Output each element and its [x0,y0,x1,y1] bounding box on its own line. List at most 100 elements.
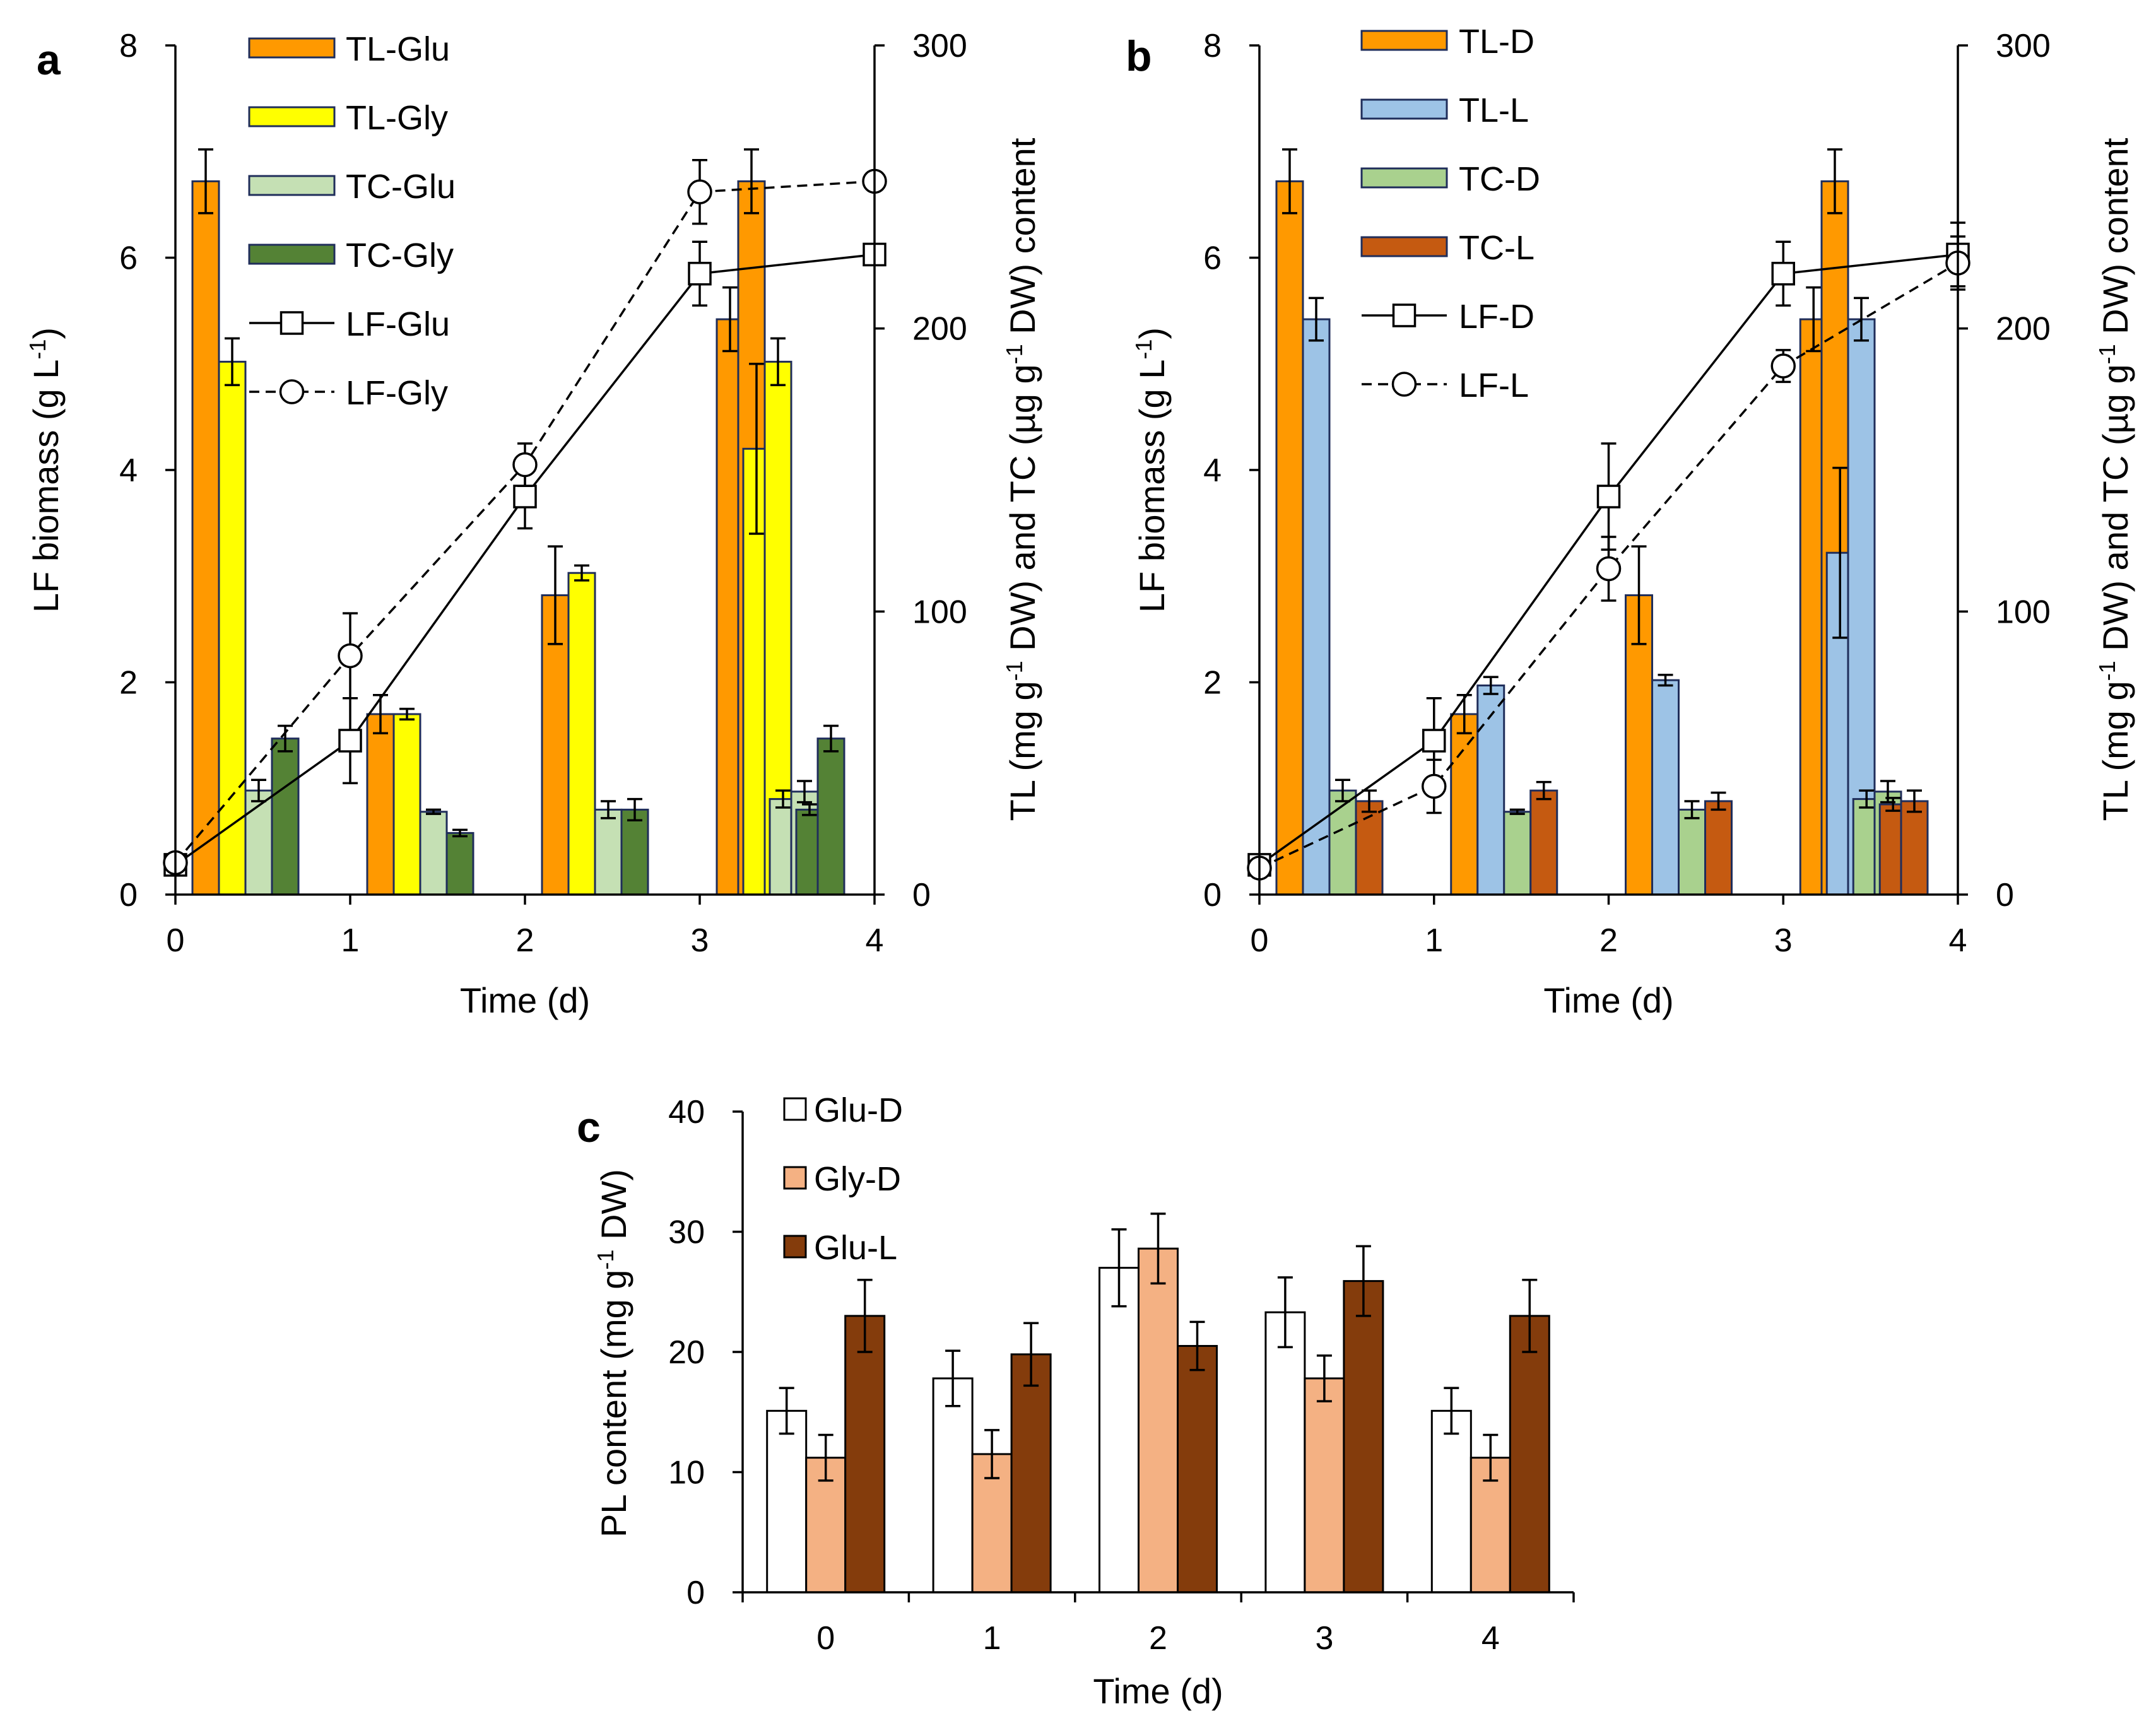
y-axis-label-right: TL (mg g-1 DW) and TC (µg g-1 DW) conten… [1001,138,1043,821]
errorbar-Glu-D-0 [779,1387,794,1435]
bar-TC-Glu-1 [419,811,448,896]
errorbar-Gly-D-1 [984,1429,1000,1479]
x-tick-label: 2 [1149,1620,1167,1657]
legend-label-TL-Gly: TL-Gly [346,99,448,137]
bar-TC-D-1 [1503,811,1532,896]
errorbar-TL-Gly-0 [225,337,240,387]
legend-label-Gly-D: Gly-D [814,1160,901,1198]
bar-TC-Gly-1 [445,831,474,896]
panel-b: b 0 2 4 6 8 0 100 200 300 0 1 2 3 4 Time (d) LF biomass… [1126,23,2135,1020]
y-axis-label-right-part: DW) content [1003,138,1042,344]
legend-label-LF-Gly: LF-Gly [346,374,448,412]
x-tick-label: 4 [1482,1620,1500,1657]
legend-swatch-TL-L [1360,98,1448,120]
y-tick-label-left: 10 [668,1455,705,1491]
bar-TC-L-0 [1355,800,1384,896]
errorbar-Gly-D-2 [1150,1213,1166,1285]
panel-a: a 0 2 4 6 8 0 100 200 300 0 1 2 3 4 Time (d) LF biomass… [25,28,1043,1020]
y-tick-label-left: 40 [668,1094,705,1131]
errorbar-TC-D-2 [1684,800,1700,819]
errorbar-Glu-D-1 [945,1349,961,1407]
y-tick-label-left: 8 [119,28,138,64]
y-tick-label-right: 0 [1996,877,2014,913]
marker-LF-L-1 [1422,773,1447,799]
y-tick-label-left: 4 [1203,452,1222,489]
errorbar-TL-L-2 [1658,673,1673,687]
bar-TL-L-0 [1302,318,1331,896]
y-axis-label-right-part: TL (mg g [2095,681,2135,821]
legend-label-LF-Glu: LF-Glu [346,305,450,343]
axes [733,1110,1575,1602]
y-axis-label-right-part: TL (mg g [1003,681,1042,821]
bar-TL-Gly-1 [392,713,421,896]
y-tick-label-right: 200 [1996,311,2051,348]
errorbar-TL-Gly-3 [749,363,764,535]
y-axis-label-right-part: -1 [1001,661,1027,681]
errorbar-TL-D-4 [1827,148,1842,214]
y-axis-label-left-part: -1 [1131,339,1157,360]
axes [165,44,885,905]
marker-LF-Glu-2 [513,485,537,508]
y-tick-label-left: 30 [668,1214,705,1251]
bar-Gly-D-3 [1304,1377,1345,1594]
y-axis-label-right-part: DW) content [2095,138,2135,344]
errorbar-TL-L-4 [1854,297,1869,342]
x-tick-label: 4 [866,922,884,959]
errorbar-Gly-D-4 [1483,1433,1499,1482]
errorbar-TL-L-1 [1483,676,1499,695]
errorbar-TC-Gly-2 [627,797,642,821]
marker-LF-Glu-1 [338,729,362,753]
errorbar-TL-Glu-2 [548,545,563,645]
bar-Glu-D-4 [1430,1409,1472,1594]
marker-LF-Gly-1 [338,643,363,669]
y-tick-label-left: 6 [119,240,138,277]
legend-marker-LF-D [1392,303,1417,327]
errorbar-TC-Glu-2 [601,800,616,819]
errorbar-Glu-L-4 [1522,1278,1538,1353]
errorbar-TC-Gly-3 [802,803,817,816]
legend-swatch-Glu-L [783,1235,807,1259]
y-axis-label-right-part: -1 [2094,661,2120,681]
y-axis-label-left-part: ) [1132,327,1172,339]
errorbar-Glu-D-4 [1444,1387,1459,1435]
x-tick-label: 0 [167,922,185,959]
y-tick-label-left: 0 [1203,877,1222,913]
legend-label-TC-L: TC-L [1459,229,1535,267]
errorbar-TL-Gly-4 [770,337,786,387]
y-tick-label-left: 8 [1203,28,1222,64]
y-axis-label-left-part: -1 [592,1250,618,1270]
legend-swatch-TC-Gly [248,244,336,265]
x-tick-label: 1 [1425,922,1443,959]
bar-TC-L-1 [1529,789,1558,896]
bar-Glu-D-1 [932,1377,974,1594]
errorbar-TL-D-3 [1806,286,1822,353]
x-tick-label: 0 [1251,922,1269,959]
y-tick-label-right: 0 [912,877,931,913]
legend-label-Glu-L: Glu-L [814,1229,897,1267]
errorbar-TL-Gly-2 [574,564,589,582]
bar-Glu-L-0 [844,1315,886,1594]
marker-LF-L-3 [1770,353,1796,379]
errorbar-TL-Glu-4 [744,148,759,214]
errorbar-Glu-L-1 [1023,1322,1039,1387]
legend-label-TL-Glu: TL-Glu [346,30,450,68]
bar-Glu-L-4 [1509,1315,1550,1594]
x-tick-label: 3 [1315,1620,1333,1657]
bar-Glu-L-1 [1010,1353,1052,1594]
errorbar-TL-D-0 [1282,148,1297,214]
y-axis-label-left: LF biomass (g L-1) [25,327,66,613]
legend-swatch-TL-D [1360,30,1448,51]
errorbar-Gly-D-3 [1316,1354,1332,1402]
y-axis-label-right-part: DW) and TC (µg g [1003,364,1042,661]
legend-marker-LF-Glu [280,311,304,335]
y-tick-label-left: 4 [119,452,138,489]
legend-label-TC-Glu: TC-Glu [346,168,456,206]
bar-Glu-D-2 [1099,1267,1140,1594]
errorbar-Glu-L-3 [1355,1245,1371,1317]
bar-TC-D-2 [1678,808,1706,896]
errorbar-TC-Glu-4 [797,780,812,804]
y-axis-label-left: LF biomass (g L-1) [1131,327,1172,613]
errorbar-TL-Gly-1 [399,707,415,721]
axes [1249,44,1968,905]
